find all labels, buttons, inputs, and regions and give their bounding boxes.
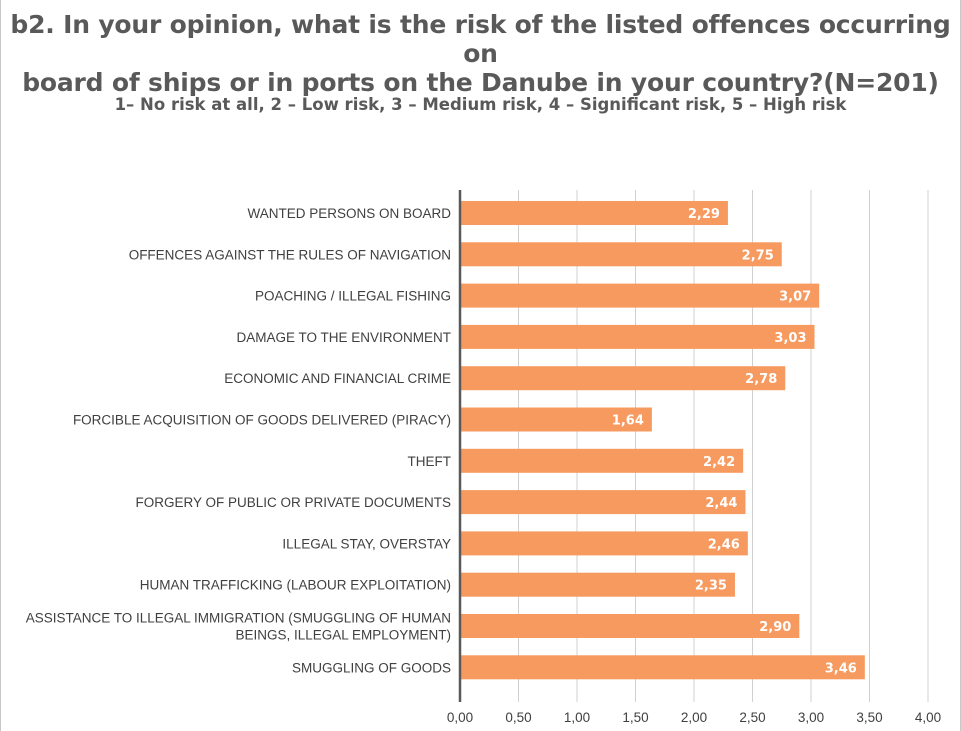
category-label: SMUGGLING OF GOODS <box>292 660 451 675</box>
category-label: ILLEGAL STAY, OVERSTAY <box>282 536 451 551</box>
bar-value-label: 3,03 <box>774 331 806 346</box>
x-tick-label: 3,00 <box>798 710 824 725</box>
bar <box>460 614 800 638</box>
bar <box>460 366 786 391</box>
x-tick-label: 3,50 <box>856 710 882 725</box>
chart-subtitle: 1– No risk at all, 2 – Low risk, 3 – Med… <box>114 95 847 114</box>
category-label: WANTED PERSONS ON BOARD <box>247 206 451 221</box>
bar <box>460 572 735 597</box>
bar <box>460 655 865 680</box>
bar-value-label: 1,64 <box>612 414 644 429</box>
chart-title: b2. In your opinion, what is the risk of… <box>0 10 961 97</box>
bar <box>460 448 744 473</box>
category-label: OFFENCES AGAINST THE RULES OF NAVIGATION <box>129 247 451 262</box>
bar <box>460 201 728 225</box>
bar-value-label: 2,35 <box>695 579 727 594</box>
bar-value-label: 2,46 <box>708 537 740 552</box>
bar-value-label: 3,07 <box>779 290 811 305</box>
chart-title-line: board of ships or in ports on the Danube… <box>22 68 939 97</box>
category-label: POACHING / ILLEGAL FISHING <box>255 289 451 304</box>
x-tick-label: 1,50 <box>622 710 648 725</box>
x-tick-label: 0,50 <box>505 710 531 725</box>
bar-value-label: 2,44 <box>705 496 737 511</box>
bar-value-label: 2,75 <box>742 248 774 263</box>
bar <box>460 283 820 308</box>
bar-value-label: 3,46 <box>825 661 857 676</box>
category-label: FORCIBLE ACQUISITION OF GOODS DELIVERED … <box>73 413 451 428</box>
category-label: ASSISTANCE TO ILLEGAL IMMIGRATION (SMUGG… <box>26 611 451 626</box>
bar-value-label: 2,42 <box>703 455 735 470</box>
x-tick-label: 0,00 <box>447 710 473 725</box>
category-label: ECONOMIC AND FINANCIAL CRIME <box>224 371 451 386</box>
category-label: HUMAN TRAFFICKING (LABOUR EXPLOITATION) <box>140 578 451 593</box>
category-label: FORGERY OF PUBLIC OR PRIVATE DOCUMENTS <box>135 495 451 510</box>
bar <box>460 242 782 267</box>
category-label: THEFT <box>408 454 452 469</box>
bar <box>460 490 746 515</box>
bar <box>460 324 815 349</box>
x-tick-label: 4,00 <box>915 710 941 725</box>
bar-value-label: 2,90 <box>759 620 791 635</box>
category-label: DAMAGE TO THE ENVIRONMENT <box>236 330 451 345</box>
bar-value-label: 2,29 <box>688 207 720 222</box>
bar <box>460 407 652 432</box>
category-label: BEINGS, ILLEGAL EMPLOYMENT) <box>235 628 451 643</box>
bar-value-label: 2,78 <box>745 372 777 387</box>
x-tick-label: 2,00 <box>681 710 707 725</box>
chart-title-line: b2. In your opinion, what is the risk of… <box>10 10 951 68</box>
bar <box>460 531 748 556</box>
x-tick-label: 1,00 <box>564 710 590 725</box>
x-tick-label: 2,50 <box>739 710 765 725</box>
